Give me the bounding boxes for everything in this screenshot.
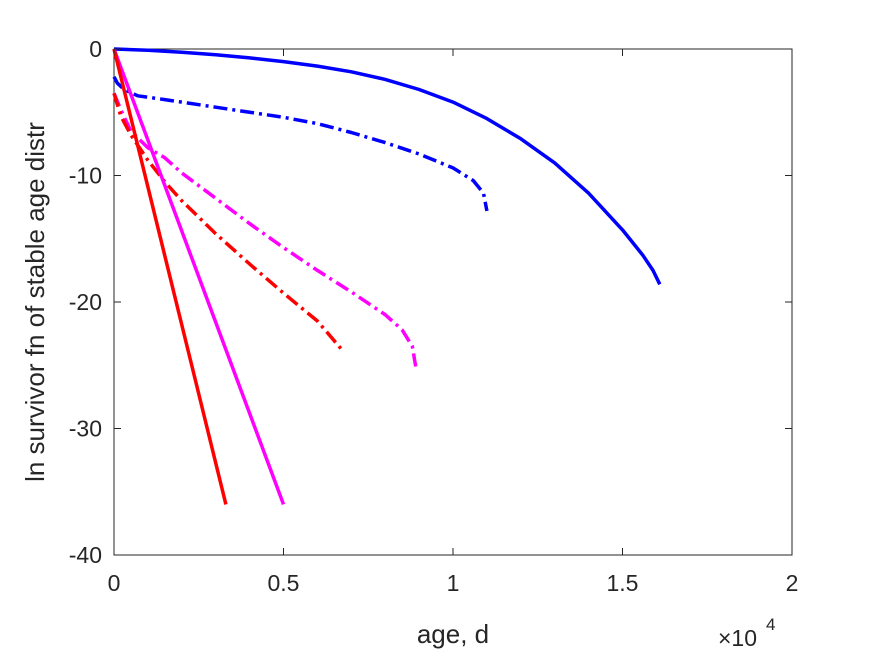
x-tick-label: 1 (447, 570, 460, 596)
x-axis-label: age, d (417, 619, 489, 649)
tick-layer: 0 0.5 1 1.5 2 0 -10 -20 -30 -40 (69, 36, 799, 596)
series-line-3 (112, 92, 418, 367)
x-exponent-power: 4 (766, 615, 775, 634)
series-line-6 (112, 48, 228, 505)
y-tick-label: -40 (69, 542, 102, 568)
x-tick-label: 0 (108, 570, 121, 596)
series-line-5 (112, 48, 286, 506)
y-axis-label: ln survivor fn of stable age distr (20, 122, 50, 482)
y-tick-label: -30 (69, 416, 102, 442)
series-line-4 (112, 92, 343, 350)
x-tick-label: 1.5 (607, 570, 639, 596)
series-line-1 (113, 47, 662, 286)
x-exponent-base: ×10 (718, 625, 757, 651)
y-tick-label: 0 (89, 36, 102, 62)
series-layer (112, 47, 662, 506)
x-exponent: ×10 4 (718, 615, 775, 651)
plot-area (113, 48, 793, 556)
y-tick-label: -20 (69, 289, 102, 315)
y-tick-label: -10 (69, 163, 102, 189)
x-tick-label: 0.5 (268, 570, 300, 596)
x-tick-label: 2 (786, 570, 799, 596)
